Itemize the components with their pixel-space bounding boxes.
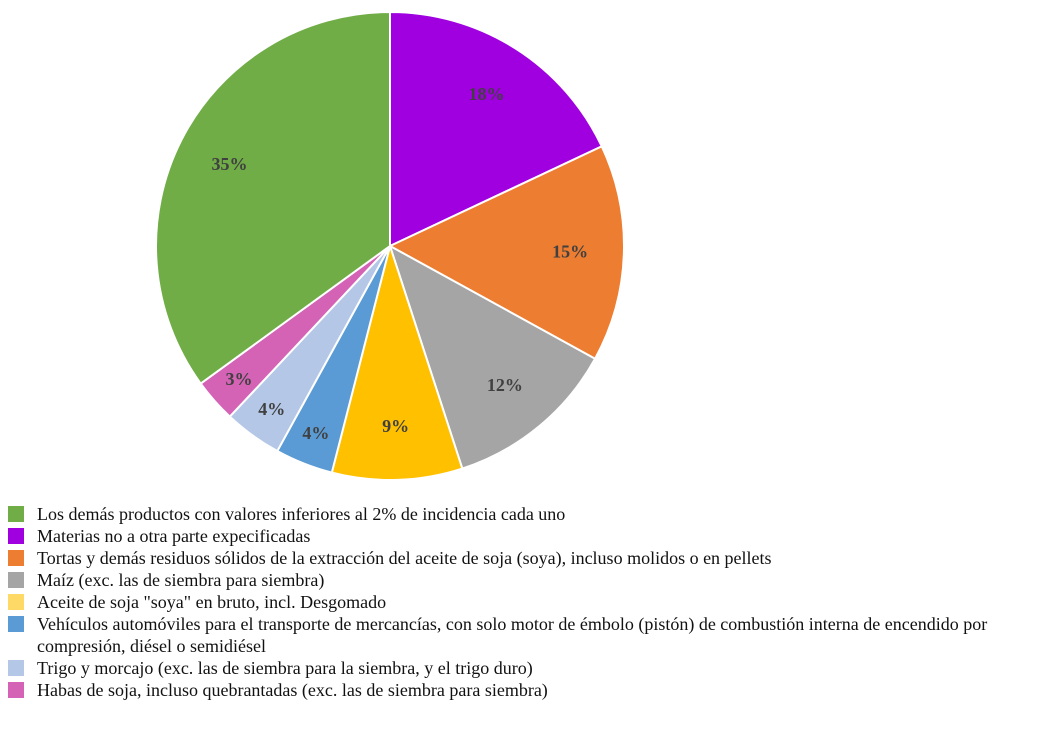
- legend-swatch: [8, 660, 24, 676]
- legend-swatch: [8, 528, 24, 544]
- legend-swatch: [8, 550, 24, 566]
- legend-swatch: [8, 506, 24, 522]
- pie-slices: [155, 10, 625, 481]
- legend-label: Aceite de soja "soya" en bruto, incl. De…: [37, 592, 387, 612]
- legend-swatch: [8, 572, 24, 588]
- legend-swatch: [8, 682, 24, 698]
- slice-data-label: 4%: [302, 423, 329, 443]
- slice-data-label: 18%: [469, 84, 505, 104]
- legend-item: Maíz (exc. las de siembra para siembra): [8, 569, 1033, 591]
- pie-slice: [389, 10, 604, 248]
- slice-data-label: 12%: [487, 375, 523, 395]
- pie-chart: 18%15%12%9%4%4%3%35%: [155, 10, 625, 481]
- pie-slice: [155, 10, 391, 385]
- legend-label: Trigo y morcajo (exc. las de siembra par…: [37, 658, 533, 678]
- slice-data-label: 35%: [211, 154, 247, 174]
- legend-swatch: [8, 594, 24, 610]
- slice-data-label: 15%: [552, 242, 588, 262]
- legend-item: Habas de soja, incluso quebrantadas (exc…: [8, 679, 1033, 701]
- slice-data-label: 3%: [226, 369, 253, 389]
- chart-legend: Los demás productos con valores inferior…: [8, 503, 1033, 701]
- legend-label: Los demás productos con valores inferior…: [37, 504, 566, 524]
- legend-item: Tortas y demás residuos sólidos de la ex…: [8, 547, 1033, 569]
- pie-slice: [388, 243, 597, 470]
- legend-label: Materias no a otra parte expecificadas: [37, 526, 311, 546]
- slice-data-label: 4%: [258, 399, 285, 419]
- pie-slice: [387, 145, 625, 361]
- slice-data-label: 9%: [382, 416, 409, 436]
- legend-label: Tortas y demás residuos sólidos de la ex…: [37, 548, 772, 568]
- legend-swatch: [8, 616, 24, 632]
- legend-item: Vehículos automóviles para el transporte…: [8, 613, 1033, 657]
- legend-item: Los demás productos con valores inferior…: [8, 503, 1033, 525]
- pie-slice: [330, 242, 464, 481]
- legend-label: Habas de soja, incluso quebrantadas (exc…: [37, 680, 548, 700]
- legend-item: Materias no a otra parte expecificadas: [8, 525, 1033, 547]
- legend-label: Vehículos automóviles para el transporte…: [37, 614, 988, 656]
- legend-item: Aceite de soja "soya" en bruto, incl. De…: [8, 591, 1033, 613]
- legend-item: Trigo y morcajo (exc. las de siembra par…: [8, 657, 1033, 679]
- legend-label: Maíz (exc. las de siembra para siembra): [37, 570, 325, 590]
- pie-data-labels: 18%15%12%9%4%4%3%35%: [211, 84, 588, 443]
